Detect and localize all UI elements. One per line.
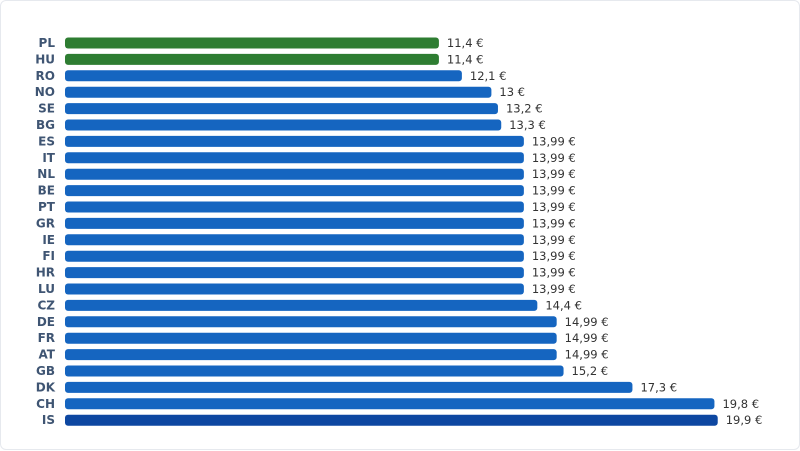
value-label: 15,2 € — [572, 364, 609, 378]
category-label: FI — [42, 249, 55, 263]
bar-ie — [65, 234, 524, 246]
value-label: 14,99 € — [565, 315, 609, 329]
category-label: NO — [35, 85, 55, 99]
bar-ro — [65, 70, 462, 82]
value-label: 13,99 € — [532, 151, 576, 165]
value-label: 13,99 € — [532, 200, 576, 214]
category-label: IE — [42, 233, 55, 247]
value-label: 13,99 € — [532, 249, 576, 263]
bar-fr — [65, 332, 557, 344]
value-label: 14,4 € — [545, 298, 582, 312]
value-label: 13,3 € — [509, 118, 546, 132]
value-label: 13,99 € — [532, 233, 576, 247]
value-label: 13,99 € — [532, 282, 576, 296]
value-label: 11,4 € — [447, 36, 484, 50]
bar-es — [65, 135, 524, 147]
value-label: 13 € — [499, 85, 525, 99]
bar-it — [65, 152, 524, 164]
bar-bg — [65, 119, 502, 131]
category-label: ES — [38, 134, 55, 148]
value-label: 13,99 € — [532, 167, 576, 181]
value-label: 13,99 € — [532, 266, 576, 280]
category-label: BG — [36, 118, 55, 132]
value-label: 13,2 € — [506, 102, 543, 116]
bar-ch — [65, 398, 715, 410]
category-label: FR — [38, 331, 55, 345]
value-label: 13,99 € — [532, 216, 576, 230]
category-label: GB — [36, 364, 55, 378]
category-label: SE — [38, 102, 55, 116]
category-label: CH — [36, 397, 55, 411]
bar-dk — [65, 381, 633, 393]
bar-gr — [65, 217, 524, 229]
category-label: PL — [39, 36, 56, 50]
bar-hr — [65, 267, 524, 279]
category-label: HR — [36, 266, 55, 280]
bar-hu — [65, 53, 439, 65]
value-label: 14,99 € — [565, 331, 609, 345]
category-label: NL — [37, 167, 55, 181]
category-label: IT — [42, 151, 55, 165]
bar-se — [65, 103, 498, 115]
bar-de — [65, 316, 557, 328]
category-label: CZ — [37, 298, 55, 312]
category-label: DE — [37, 315, 55, 329]
category-label: AT — [38, 348, 55, 362]
bar-no — [65, 86, 492, 98]
category-label: HU — [35, 52, 55, 66]
value-label: 13,99 € — [532, 184, 576, 198]
value-label: 17,3 € — [640, 380, 677, 394]
bar-cz — [65, 299, 538, 311]
bar-gb — [65, 365, 564, 377]
bar-nl — [65, 168, 524, 180]
category-label: RO — [36, 69, 55, 83]
category-label: LU — [38, 282, 55, 296]
bar-fi — [65, 250, 524, 262]
bar-be — [65, 185, 524, 197]
value-label: 13,99 € — [532, 134, 576, 148]
value-label: 19,8 € — [722, 397, 759, 411]
value-label: 11,4 € — [447, 52, 484, 66]
category-label: PT — [38, 200, 56, 214]
value-label: 12,1 € — [470, 69, 507, 83]
bar-at — [65, 349, 557, 361]
category-label: IS — [42, 413, 55, 427]
bar-pt — [65, 201, 524, 213]
category-label: BE — [38, 184, 55, 198]
bar-lu — [65, 283, 524, 295]
category-label: DK — [36, 380, 56, 394]
bar-pl — [65, 37, 439, 49]
value-label: 14,99 € — [565, 348, 609, 362]
bar-is — [65, 414, 718, 426]
value-label: 19,9 € — [726, 413, 763, 427]
category-label: GR — [36, 216, 55, 230]
